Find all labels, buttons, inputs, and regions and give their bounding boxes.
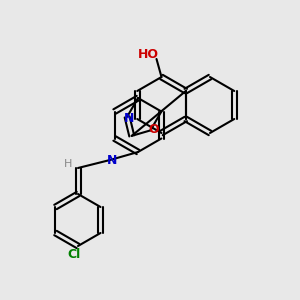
Text: N: N bbox=[107, 154, 117, 166]
Text: HO: HO bbox=[138, 47, 159, 61]
Text: N: N bbox=[124, 112, 134, 125]
Text: Cl: Cl bbox=[68, 248, 81, 262]
Text: O: O bbox=[148, 123, 159, 136]
Text: H: H bbox=[64, 159, 72, 169]
